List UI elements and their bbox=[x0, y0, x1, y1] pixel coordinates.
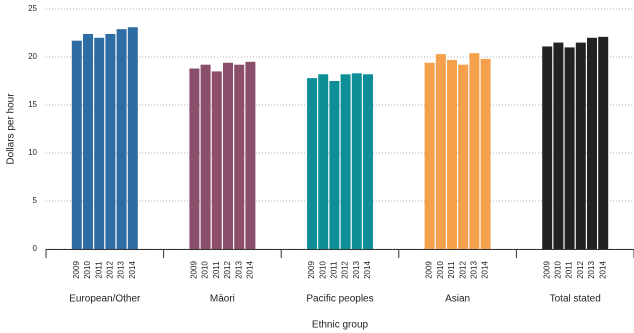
bar bbox=[127, 27, 138, 249]
bar bbox=[71, 40, 82, 250]
group-label: Total stated bbox=[550, 294, 601, 305]
x-tick-label: 2012 bbox=[341, 261, 350, 279]
bar bbox=[351, 73, 362, 249]
x-tick-label: 2010 bbox=[201, 261, 210, 279]
bar bbox=[469, 53, 480, 249]
bar bbox=[116, 29, 127, 249]
x-tick-label: 2013 bbox=[587, 261, 596, 279]
bar bbox=[542, 46, 553, 249]
bar bbox=[200, 64, 211, 250]
bar bbox=[211, 71, 222, 250]
x-tick-label: 2012 bbox=[106, 261, 115, 279]
x-tick-label: 2012 bbox=[223, 261, 232, 279]
bar bbox=[564, 47, 575, 250]
x-tick-label: 2009 bbox=[542, 261, 551, 279]
x-tick-label: 2009 bbox=[72, 261, 81, 279]
y-tick-label: 10 bbox=[28, 148, 37, 157]
bar bbox=[83, 33, 93, 250]
y-tick-label: 5 bbox=[33, 196, 38, 205]
x-tick-label: 2014 bbox=[128, 261, 137, 279]
x-tick-label: 2010 bbox=[83, 261, 92, 279]
bar bbox=[553, 42, 564, 249]
bar bbox=[223, 62, 233, 250]
bar bbox=[480, 58, 491, 249]
x-tick-label: 2010 bbox=[436, 261, 445, 279]
bar bbox=[363, 74, 373, 249]
x-tick-label: 2013 bbox=[234, 261, 243, 279]
bar bbox=[189, 68, 200, 250]
x-tick-label: 2011 bbox=[212, 261, 221, 279]
x-tick-label: 2009 bbox=[190, 261, 199, 279]
bar bbox=[424, 62, 435, 250]
x-tick-label: 2014 bbox=[363, 261, 372, 279]
group-label: Māori bbox=[210, 294, 235, 305]
x-tick-label: 2011 bbox=[94, 261, 103, 279]
bar bbox=[245, 61, 256, 249]
x-tick-label: 2010 bbox=[318, 261, 327, 279]
x-tick-label: 2009 bbox=[425, 261, 434, 279]
bar bbox=[329, 81, 340, 249]
group-label: Asian bbox=[445, 294, 470, 305]
x-tick-label: 2011 bbox=[330, 261, 339, 279]
y-tick-label: 15 bbox=[28, 100, 37, 109]
bar bbox=[105, 33, 116, 250]
y-tick-label: 25 bbox=[28, 4, 37, 13]
group-label: Pacific peoples bbox=[306, 294, 373, 305]
bar bbox=[587, 37, 597, 249]
x-tick-label: 2013 bbox=[117, 261, 126, 279]
x-tick-label: 2012 bbox=[576, 261, 585, 279]
x-axis-label: Ethnic group bbox=[312, 320, 369, 331]
y-tick-label: 0 bbox=[33, 244, 38, 253]
bar bbox=[575, 42, 586, 249]
bar bbox=[307, 78, 317, 250]
bar bbox=[598, 36, 609, 250]
bar bbox=[318, 74, 329, 249]
x-tick-label: 2014 bbox=[598, 261, 607, 279]
bar bbox=[458, 64, 469, 250]
x-tick-label: 2011 bbox=[447, 261, 456, 279]
bar bbox=[94, 37, 105, 249]
x-tick-label: 2012 bbox=[458, 261, 467, 279]
x-tick-label: 2011 bbox=[565, 261, 574, 279]
x-tick-label: 2013 bbox=[470, 261, 479, 279]
x-tick-label: 2014 bbox=[246, 261, 255, 279]
y-axis-label: Dollars per hour bbox=[6, 93, 17, 165]
group-label: European/Other bbox=[69, 294, 141, 305]
bar bbox=[447, 59, 457, 249]
x-tick-label: 2014 bbox=[481, 261, 490, 279]
x-tick-label: 2009 bbox=[307, 261, 316, 279]
bar bbox=[435, 54, 446, 250]
bar bbox=[234, 64, 245, 250]
x-tick-label: 2013 bbox=[352, 261, 361, 279]
bar bbox=[340, 74, 351, 249]
x-tick-label: 2010 bbox=[554, 261, 563, 279]
y-tick-label: 20 bbox=[28, 52, 37, 61]
